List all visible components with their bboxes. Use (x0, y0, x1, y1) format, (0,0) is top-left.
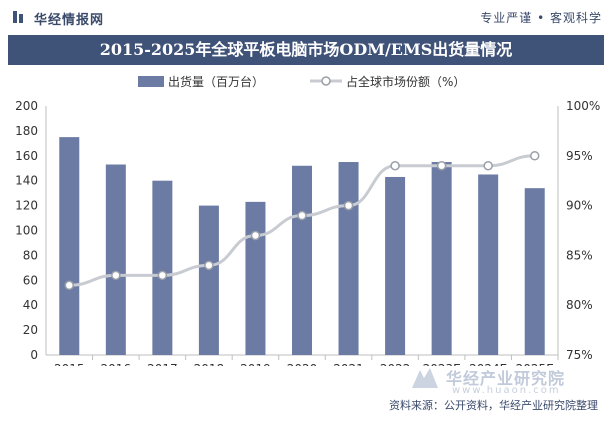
bar (524, 188, 545, 355)
source-note: 资料来源：公开资料，华经产业研究院整理 (389, 399, 598, 412)
watermark-text: 华经产业研究院 (446, 369, 566, 388)
y-left-tick-label: 0 (30, 348, 38, 362)
bar (198, 205, 219, 355)
x-tick-label: 2023E (423, 362, 461, 366)
bar (152, 180, 173, 355)
share-point (390, 161, 400, 171)
y-left-tick-label: 200 (15, 99, 38, 113)
y-left-tick-label: 100 (15, 224, 38, 238)
x-tick-label: 2019 (240, 362, 271, 366)
bar (245, 201, 266, 355)
legend-bar-label: 出货量（百万台） (168, 74, 264, 89)
y-left-tick-label: 160 (15, 149, 38, 163)
share-point (157, 270, 168, 281)
y-left-tick-label: 120 (15, 199, 38, 213)
brand-name: 华经情报网 (34, 13, 105, 28)
share-point (436, 161, 447, 171)
x-tick-label: 2020 (287, 362, 318, 366)
share-point (297, 210, 307, 221)
y-left-tick-label: 140 (15, 174, 38, 188)
watermark-url: www.huaon.com (452, 385, 561, 396)
share-point (111, 270, 121, 281)
y-right-tick-label: 75% (566, 348, 593, 362)
x-tick-label: 2018 (194, 362, 225, 366)
share-point (64, 280, 75, 291)
x-tick-label: 2017 (147, 362, 178, 366)
brand-logo-icon (13, 11, 23, 23)
bar (292, 165, 312, 355)
x-tick-label: 2025E (516, 362, 554, 366)
slogan: 专业严谨 • 客观科学 (480, 11, 602, 25)
y-left-tick-label: 60 (23, 273, 38, 287)
legend-line-label: 占全球市场份额（%） (346, 74, 465, 89)
share-point (343, 200, 354, 211)
y-left-tick-label: 180 (15, 124, 38, 138)
chart-title: 2015-2025年全球平板电脑市场ODM/EMS出货量情况 (99, 40, 513, 59)
title-band: 2015-2025年全球平板电脑市场ODM/EMS出货量情况 (8, 35, 604, 65)
y-right-tick-label: 90% (566, 199, 593, 213)
watermark-logo-icon (412, 368, 438, 388)
legend-bar-swatch (138, 76, 164, 87)
y-left-tick-label: 80 (23, 248, 38, 262)
bar (478, 174, 499, 355)
top-bar: 华经情报网 专业严谨 • 客观科学 (0, 0, 612, 34)
bar (385, 176, 406, 355)
y-left-tick-label: 40 (23, 298, 38, 312)
bar (431, 162, 452, 355)
y-left-tick-label: 20 (23, 323, 38, 337)
bar (338, 162, 359, 355)
x-tick-label: 2022 (380, 362, 411, 366)
legend-line-marker (321, 76, 331, 86)
x-tick-label: 2015 (54, 362, 85, 366)
share-point (204, 260, 214, 271)
y-right-tick-label: 85% (566, 248, 593, 262)
share-point (483, 161, 493, 171)
y-right-tick-label: 80% (566, 298, 593, 312)
bar (105, 164, 126, 355)
y-right-tick-label: 100% (566, 99, 600, 113)
x-tick-label: 2021 (333, 362, 364, 366)
share-point (529, 151, 540, 161)
share-point (250, 230, 261, 241)
y-right-tick-label: 95% (566, 149, 593, 163)
chart: 出货量（百万台） 占全球市场份额（%） 0 20 40 60 80 100 120 140 160 1… (15, 74, 600, 366)
bar (59, 137, 80, 355)
x-tick-label: 2016 (101, 362, 132, 366)
x-tick-label: 2024E (469, 362, 507, 366)
